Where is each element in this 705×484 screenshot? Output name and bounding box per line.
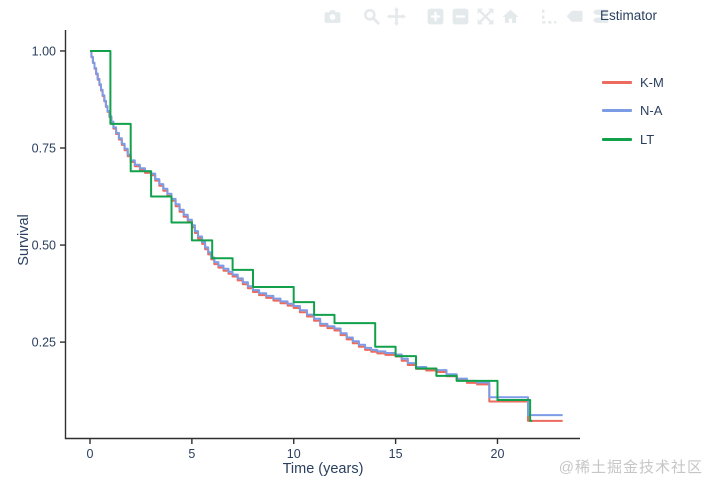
x-axis-title: Time (years)	[282, 461, 364, 477]
watermark: @稀土掘金技术社区	[558, 459, 703, 476]
legend-swatch	[602, 109, 632, 113]
legend-label: LT	[640, 131, 655, 147]
legend: Estimator K-M N-A LT	[596, 8, 704, 154]
y-tick-label: 0.25	[32, 336, 56, 350]
x-tick-label: 5	[188, 447, 195, 461]
legend-item-n-a[interactable]: N-A	[596, 97, 704, 126]
magnifier-icon[interactable]	[362, 7, 381, 26]
x-tick-label: 15	[389, 447, 403, 461]
hover-closest-icon[interactable]	[565, 7, 584, 26]
legend-label: K-M	[640, 74, 664, 90]
legend-swatch	[602, 80, 632, 84]
camera-icon[interactable]	[323, 7, 342, 26]
legend-swatch	[602, 137, 632, 141]
x-tick-label: 10	[287, 447, 301, 461]
series-K-M[interactable]	[90, 50, 563, 422]
legend-items: K-M N-A LT	[596, 68, 704, 154]
zoom-out-icon[interactable]	[451, 7, 470, 26]
home-icon[interactable]	[501, 7, 520, 26]
axis-spines	[64, 30, 580, 440]
spikelines-icon[interactable]	[540, 7, 559, 26]
zoom-in-icon[interactable]	[426, 7, 445, 26]
legend-item-k-m[interactable]: K-M	[596, 68, 704, 97]
modebar-group	[359, 6, 409, 26]
hover-compare-icon[interactable]	[590, 7, 609, 26]
legend-title: Estimator	[600, 8, 658, 23]
y-axis-title: Survival	[16, 214, 32, 266]
series-N-A[interactable]	[90, 50, 563, 417]
legend-item-lt[interactable]: LT	[596, 125, 704, 154]
y-tick-label: 1.00	[32, 44, 56, 58]
pan-icon[interactable]	[387, 6, 406, 26]
autoscale-icon[interactable]	[476, 7, 495, 26]
x-tick-label: 20	[491, 447, 505, 461]
series-LT[interactable]	[90, 50, 533, 422]
y-tick-label: 0.75	[32, 142, 56, 156]
legend-label: N-A	[640, 103, 663, 119]
modebar-group	[423, 7, 523, 26]
modebar	[320, 6, 626, 26]
y-tick-label: 0.50	[32, 239, 56, 253]
modebar-group	[320, 7, 345, 26]
x-tick-label: 0	[87, 447, 94, 461]
modebar-group	[537, 7, 612, 26]
